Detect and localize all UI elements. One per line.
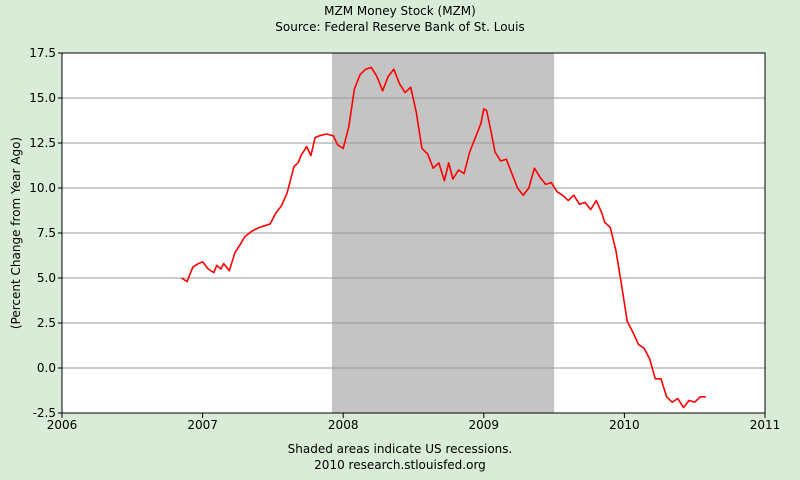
y-tick-label: 12.5 bbox=[29, 136, 56, 150]
x-tick-label: 2008 bbox=[328, 418, 359, 432]
y-tick-label: 10.0 bbox=[29, 181, 56, 195]
y-tick-label: -2.5 bbox=[33, 406, 56, 420]
y-axis-label: (Percent Change from Year Ago) bbox=[9, 137, 23, 329]
footnote-source: 2010 research.stlouisfed.org bbox=[314, 458, 486, 472]
y-tick-label: 7.5 bbox=[37, 226, 56, 240]
y-tick-label: 15.0 bbox=[29, 91, 56, 105]
chart-subtitle: Source: Federal Reserve Bank of St. Loui… bbox=[275, 20, 525, 34]
x-tick-label: 2011 bbox=[750, 418, 781, 432]
y-tick-label: 5.0 bbox=[37, 271, 56, 285]
x-tick-label: 2010 bbox=[609, 418, 640, 432]
x-tick-label: 2006 bbox=[47, 418, 78, 432]
plot-frame bbox=[61, 52, 766, 414]
series-line bbox=[181, 66, 706, 409]
footnote-recessions: Shaded areas indicate US recessions. bbox=[287, 442, 513, 456]
x-tick-label: 2009 bbox=[469, 418, 500, 432]
y-tick-label: 17.5 bbox=[29, 46, 56, 60]
y-tick-label: 0.0 bbox=[37, 361, 56, 375]
chart-title: MZM Money Stock (MZM) bbox=[324, 4, 476, 18]
x-tick-label: 2007 bbox=[187, 418, 218, 432]
y-tick-label: 2.5 bbox=[37, 316, 56, 330]
